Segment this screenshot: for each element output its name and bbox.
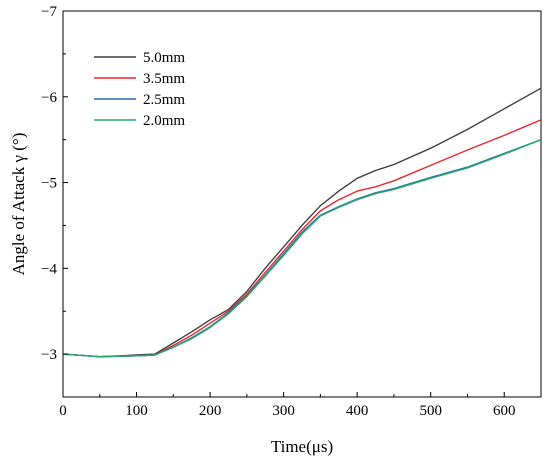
plot-area: [62, 10, 542, 398]
y-tick-label: −4: [41, 261, 57, 277]
x-tick-label: 100: [125, 403, 148, 419]
y-tick-label: −3: [41, 347, 57, 363]
series-line-2.5mm: [62, 139, 542, 358]
y-axis-title: Angle of Attack γ (°): [9, 133, 28, 276]
legend: 5.0mm 3.5mm 2.5mm 2.0mm: [94, 50, 185, 129]
x-axis: 0 100 200 300 400 500 600: [59, 392, 515, 419]
x-axis-title: Time(μs): [271, 437, 333, 456]
y-tick-label: −5: [41, 176, 57, 192]
x-tick-label: 200: [199, 403, 222, 419]
y-tick-label: −6: [41, 90, 57, 106]
y-tick-label: −7: [41, 4, 57, 20]
series-line-5.0mm: [62, 87, 542, 358]
series-line-2.0mm: [62, 139, 542, 358]
x-tick-label: 500: [419, 403, 442, 419]
x-tick-label: 600: [493, 403, 516, 419]
legend-label: 3.5mm: [143, 71, 185, 87]
series-layer: [62, 87, 542, 358]
legend-label: 2.0mm: [143, 113, 185, 129]
x-tick-label: 0: [59, 403, 67, 419]
y-axis: −3 −4 −5 −6 −7: [41, 4, 68, 363]
legend-label: 2.5mm: [143, 92, 185, 108]
plot-frame: [62, 10, 542, 398]
x-tick-label: 300: [272, 403, 295, 419]
series-line-3.5mm: [62, 119, 542, 358]
x-tick-label: 400: [346, 403, 369, 419]
legend-label: 5.0mm: [143, 50, 185, 66]
